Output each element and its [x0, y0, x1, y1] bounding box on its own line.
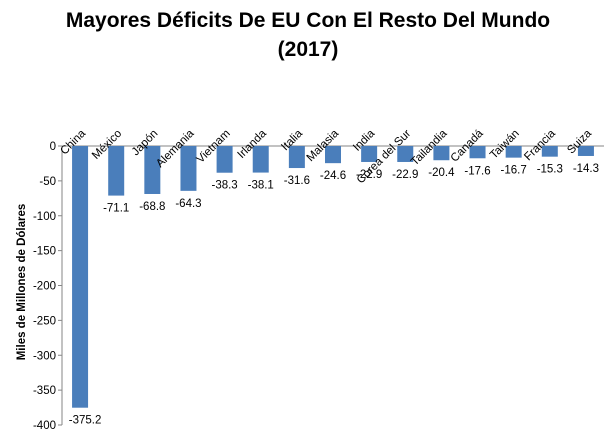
bar [469, 146, 486, 159]
y-tick-label: -100 [33, 211, 56, 223]
data-label: -68.8 [139, 201, 165, 213]
data-label: -38.3 [211, 180, 237, 192]
bar [180, 146, 197, 191]
y-tick-label: -150 [33, 246, 56, 258]
y-axis-title: Miles de Millones de Dólares [16, 204, 28, 361]
bar [577, 146, 594, 156]
category-label: Francia [522, 127, 558, 163]
data-label: -17.6 [464, 165, 490, 177]
data-label: -375.2 [69, 415, 102, 427]
y-tick-label: -350 [33, 385, 56, 397]
bar [397, 146, 414, 162]
data-label: -20.4 [428, 167, 455, 179]
y-tick-label: -400 [33, 420, 56, 432]
y-tick-label: -50 [39, 176, 56, 188]
bar [72, 146, 89, 408]
bar [505, 146, 522, 158]
bar [541, 146, 558, 157]
data-label: -14.3 [573, 163, 599, 175]
bars [72, 146, 594, 408]
bar [361, 146, 378, 162]
chart-title-block: Mayores Déficits De EU Con El Resto Del … [0, 6, 616, 64]
bar [108, 146, 125, 196]
data-label: -15.3 [537, 164, 563, 176]
y-tick-label: -250 [33, 315, 56, 327]
y-tick-label: -300 [33, 350, 56, 362]
bar [216, 146, 233, 173]
data-label: -71.1 [103, 203, 129, 215]
data-labels: -375.2 -71.1 -68.8 -64.3 -38.3 -38.1 -31.6 -24.… [69, 163, 599, 427]
bar [252, 146, 269, 173]
data-label: -16.7 [501, 165, 527, 177]
bar [325, 146, 341, 164]
bar [288, 146, 305, 169]
data-label: -22.9 [392, 169, 418, 181]
y-tick-label: -200 [33, 281, 56, 293]
data-label: -22.9 [356, 169, 382, 181]
data-label: -31.6 [284, 175, 310, 187]
y-tick-label: 0 [50, 141, 56, 153]
data-label: -64.3 [175, 198, 201, 210]
chart-subtitle: (2017) [277, 38, 339, 61]
chart-title: Mayores Déficits De EU Con El Resto Del … [65, 9, 551, 32]
bar [433, 146, 450, 161]
data-label: -24.6 [320, 170, 346, 182]
data-label: -38.1 [248, 180, 274, 192]
bar [144, 146, 161, 194]
